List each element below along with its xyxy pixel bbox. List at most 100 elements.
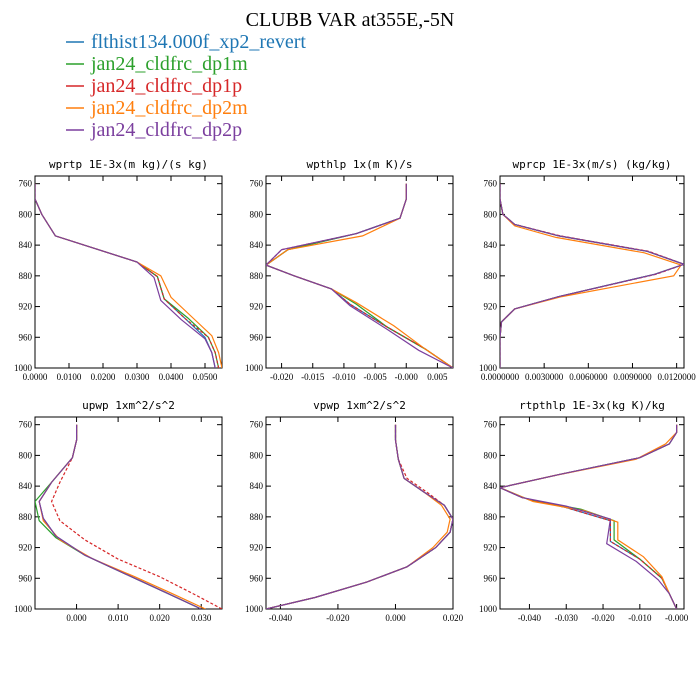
x-tick-label: 0.000 <box>66 613 87 623</box>
x-tick-label: 0.0060000 <box>569 372 608 382</box>
series-line <box>500 424 678 609</box>
x-tick-label: -0.020 <box>591 613 615 623</box>
series-line <box>500 183 684 368</box>
y-tick-label: 960 <box>250 573 264 583</box>
y-tick-label: 1000 <box>245 363 264 373</box>
y-tick-label: 1000 <box>14 363 33 373</box>
y-tick-label: 840 <box>250 240 264 250</box>
y-tick-label: 800 <box>19 209 33 219</box>
y-tick-label: 880 <box>19 512 33 522</box>
chart-panel: wprtp 1E-3x(m kg)/(s kg) 760 800 840 880 920 9… <box>14 158 223 382</box>
series-line <box>35 183 216 368</box>
x-tick-label: 0.0200 <box>91 372 116 382</box>
y-tick-label: 960 <box>484 573 498 583</box>
x-tick-label: 0.0100 <box>57 372 82 382</box>
y-tick-label: 800 <box>484 209 498 219</box>
series-line <box>50 424 222 609</box>
chart-panel: vpwp 1xm^2/s^2 760 800 840 880 920 960 1000 -0.0… <box>245 399 464 623</box>
x-tick-label: -0.015 <box>301 372 325 382</box>
x-tick-label: 0.030 <box>191 613 212 623</box>
series-line <box>500 183 684 368</box>
y-tick-label: 880 <box>484 512 498 522</box>
plot-frame <box>34 416 223 610</box>
series-line <box>38 424 202 609</box>
x-tick-label: -0.010 <box>628 613 652 623</box>
series-line <box>266 424 453 609</box>
series-line <box>38 424 206 609</box>
y-tick-label: 960 <box>484 332 498 342</box>
series-line <box>500 183 684 368</box>
series-line <box>35 183 216 368</box>
y-tick-label: 760 <box>19 420 33 430</box>
chart-panel: wpthlp 1x(m K)/s 760 800 840 880 920 960 1000 -0… <box>245 158 454 382</box>
y-tick-label: 800 <box>250 209 264 219</box>
x-tick-label: 0.0030000 <box>525 372 564 382</box>
x-tick-label: -0.040 <box>269 613 293 623</box>
y-tick-label: 880 <box>19 271 33 281</box>
y-tick-label: 880 <box>484 271 498 281</box>
y-tick-label: 960 <box>19 573 33 583</box>
y-tick-label: 840 <box>19 481 33 491</box>
plot-frame <box>265 175 454 369</box>
y-tick-label: 760 <box>484 420 498 430</box>
x-tick-label: -0.010 <box>332 372 356 382</box>
panel-title: vpwp 1xm^2/s^2 <box>313 399 406 412</box>
x-tick-label: -0.020 <box>270 372 294 382</box>
y-tick-label: 920 <box>484 302 498 312</box>
series-line <box>500 183 684 368</box>
y-tick-label: 800 <box>484 450 498 460</box>
series-line <box>266 424 453 609</box>
y-tick-label: 760 <box>484 179 498 189</box>
panel-title: upwp 1xm^2/s^2 <box>82 399 175 412</box>
x-tick-label: 0.0000 <box>23 372 48 382</box>
chart-panel: rtpthlp 1E-3x(kg K)/kg 760 800 840 880 920 960… <box>479 399 689 623</box>
y-tick-label: 760 <box>250 420 264 430</box>
x-tick-label: -0.020 <box>326 613 350 623</box>
y-tick-label: 920 <box>19 543 33 553</box>
x-tick-label: 0.0090000 <box>613 372 652 382</box>
x-tick-label: -0.000 <box>395 372 419 382</box>
series-line <box>266 424 453 609</box>
series-line <box>35 424 202 609</box>
y-tick-label: 760 <box>19 179 33 189</box>
series-line <box>35 183 220 368</box>
y-tick-label: 920 <box>484 543 498 553</box>
y-tick-label: 800 <box>19 450 33 460</box>
y-tick-label: 880 <box>250 512 264 522</box>
plot-frame <box>34 175 223 369</box>
y-tick-label: 800 <box>250 450 264 460</box>
x-tick-label: 0.020 <box>443 613 464 623</box>
y-tick-label: 1000 <box>479 363 498 373</box>
series-line <box>38 424 202 609</box>
x-tick-label: 0.005 <box>427 372 448 382</box>
legend-label: jan24_cldfrc_dp1p <box>90 75 242 97</box>
series-line <box>266 424 453 609</box>
series-line <box>266 424 451 609</box>
x-tick-label: 0.020 <box>150 613 171 623</box>
legend-label: jan24_cldfrc_dp1m <box>90 53 248 75</box>
y-tick-label: 880 <box>250 271 264 281</box>
x-tick-label: 0.0500 <box>193 372 218 382</box>
y-tick-label: 840 <box>484 240 498 250</box>
x-tick-label: 0.0400 <box>159 372 184 382</box>
series-line <box>35 183 220 368</box>
y-tick-label: 1000 <box>479 604 498 614</box>
y-tick-label: 760 <box>250 179 264 189</box>
series-line <box>266 183 453 368</box>
panel-title: wprtp 1E-3x(m kg)/(s kg) <box>49 158 208 171</box>
series-line <box>500 424 678 609</box>
series-line <box>500 183 683 368</box>
chart-panel: upwp 1xm^2/s^2 760 800 840 880 920 960 1000 0.00… <box>14 399 223 623</box>
x-tick-label: 0.010 <box>108 613 129 623</box>
chart-panel: wprcp 1E-3x(m/s) (kg/kg) 760 800 840 880 920 9… <box>479 158 696 382</box>
plot-frame <box>499 175 685 369</box>
legend-label: flthist134.000f_xp2_revert <box>91 31 306 53</box>
panel-title: rtpthlp 1E-3x(kg K)/kg <box>519 399 665 412</box>
x-tick-label: -0.030 <box>555 613 579 623</box>
figure-title: CLUBB VAR at355E,-5N <box>246 9 455 31</box>
x-tick-label: -0.040 <box>518 613 542 623</box>
x-tick-label: -0.005 <box>363 372 387 382</box>
legend-label: jan24_cldfrc_dp2p <box>90 119 242 141</box>
panel-title: wpthlp 1x(m K)/s <box>307 158 413 171</box>
